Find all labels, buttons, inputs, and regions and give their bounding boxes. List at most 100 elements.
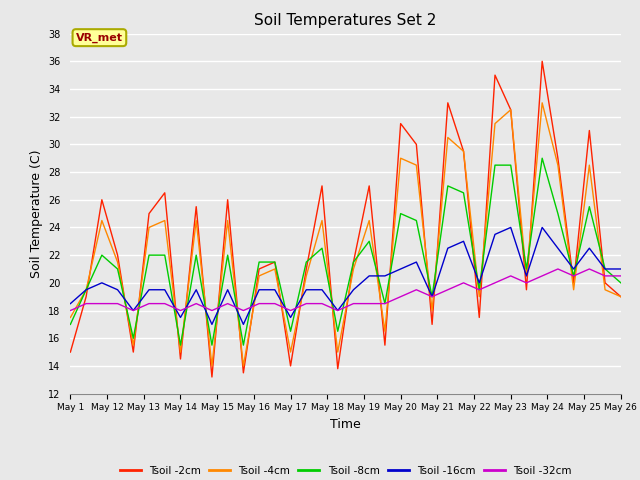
Tsoil -2cm	[98, 197, 106, 203]
Tsoil -16cm	[239, 322, 247, 327]
Tsoil -16cm	[428, 294, 436, 300]
Tsoil -4cm	[428, 308, 436, 313]
Tsoil -4cm	[334, 349, 342, 355]
Tsoil -16cm	[554, 245, 562, 251]
Tsoil -2cm	[271, 259, 278, 265]
Tsoil -2cm	[523, 287, 531, 293]
Tsoil -16cm	[334, 308, 342, 313]
Tsoil -2cm	[114, 252, 122, 258]
Tsoil -8cm	[287, 328, 294, 334]
Tsoil -32cm	[554, 266, 562, 272]
Tsoil -2cm	[208, 374, 216, 380]
Tsoil -8cm	[129, 336, 137, 341]
Tsoil -8cm	[554, 211, 562, 216]
Tsoil -4cm	[570, 287, 577, 293]
Tsoil -16cm	[349, 287, 357, 293]
Tsoil -16cm	[193, 287, 200, 293]
Tsoil -8cm	[491, 162, 499, 168]
Tsoil -16cm	[129, 308, 137, 313]
Tsoil -2cm	[239, 370, 247, 376]
Tsoil -4cm	[67, 314, 74, 320]
Tsoil -32cm	[444, 287, 452, 293]
Tsoil -32cm	[523, 280, 531, 286]
Tsoil -8cm	[83, 287, 90, 293]
Tsoil -32cm	[255, 300, 263, 306]
Tsoil -16cm	[413, 259, 420, 265]
Tsoil -32cm	[239, 308, 247, 313]
Tsoil -32cm	[397, 294, 404, 300]
Tsoil -16cm	[444, 245, 452, 251]
Tsoil -2cm	[601, 280, 609, 286]
Tsoil -4cm	[460, 148, 467, 154]
Tsoil -8cm	[444, 183, 452, 189]
Tsoil -8cm	[271, 259, 278, 265]
Tsoil -8cm	[617, 280, 625, 286]
Title: Soil Temperatures Set 2: Soil Temperatures Set 2	[255, 13, 436, 28]
Tsoil -4cm	[601, 287, 609, 293]
Tsoil -8cm	[114, 266, 122, 272]
Tsoil -4cm	[287, 349, 294, 355]
Tsoil -16cm	[161, 287, 168, 293]
Tsoil -2cm	[287, 363, 294, 369]
Tsoil -8cm	[397, 211, 404, 216]
Tsoil -16cm	[224, 287, 232, 293]
Tsoil -16cm	[98, 280, 106, 286]
Tsoil -16cm	[460, 239, 467, 244]
Tsoil -4cm	[381, 328, 388, 334]
Tsoil -32cm	[193, 300, 200, 306]
Tsoil -8cm	[601, 266, 609, 272]
Tsoil -32cm	[318, 300, 326, 306]
Tsoil -4cm	[193, 217, 200, 223]
Tsoil -16cm	[601, 266, 609, 272]
Tsoil -32cm	[145, 300, 153, 306]
Tsoil -2cm	[129, 349, 137, 355]
Tsoil -32cm	[476, 287, 483, 293]
Tsoil -16cm	[114, 287, 122, 293]
Tsoil -32cm	[570, 273, 577, 279]
Tsoil -16cm	[83, 287, 90, 293]
Tsoil -32cm	[413, 287, 420, 293]
Tsoil -16cm	[365, 273, 373, 279]
Tsoil -4cm	[444, 134, 452, 140]
Tsoil -8cm	[208, 342, 216, 348]
Tsoil -32cm	[177, 308, 184, 313]
Tsoil -4cm	[239, 363, 247, 369]
Tsoil -32cm	[365, 300, 373, 306]
Tsoil -8cm	[523, 266, 531, 272]
Tsoil -2cm	[586, 128, 593, 133]
Tsoil -8cm	[318, 245, 326, 251]
Tsoil -16cm	[271, 287, 278, 293]
Tsoil -32cm	[460, 280, 467, 286]
Tsoil -32cm	[98, 300, 106, 306]
Tsoil -16cm	[177, 314, 184, 320]
Tsoil -2cm	[507, 107, 515, 113]
Tsoil -2cm	[83, 294, 90, 300]
Tsoil -2cm	[255, 266, 263, 272]
Tsoil -4cm	[554, 162, 562, 168]
Line: Tsoil -2cm: Tsoil -2cm	[70, 61, 621, 377]
Legend: Tsoil -2cm, Tsoil -4cm, Tsoil -8cm, Tsoil -16cm, Tsoil -32cm: Tsoil -2cm, Tsoil -4cm, Tsoil -8cm, Tsoi…	[116, 462, 575, 480]
Tsoil -2cm	[538, 59, 546, 64]
Tsoil -16cm	[145, 287, 153, 293]
Tsoil -16cm	[208, 322, 216, 327]
Tsoil -2cm	[617, 294, 625, 300]
Tsoil -8cm	[365, 239, 373, 244]
Tsoil -2cm	[161, 190, 168, 196]
Tsoil -16cm	[507, 225, 515, 230]
Tsoil -2cm	[193, 204, 200, 210]
Tsoil -8cm	[413, 217, 420, 223]
Tsoil -32cm	[538, 273, 546, 279]
Tsoil -8cm	[177, 342, 184, 348]
Tsoil -32cm	[271, 300, 278, 306]
Tsoil -16cm	[303, 287, 310, 293]
Tsoil -32cm	[303, 300, 310, 306]
Tsoil -16cm	[287, 314, 294, 320]
Tsoil -32cm	[617, 273, 625, 279]
Tsoil -8cm	[381, 300, 388, 306]
Tsoil -4cm	[349, 266, 357, 272]
Tsoil -4cm	[318, 217, 326, 223]
Tsoil -8cm	[428, 294, 436, 300]
Tsoil -8cm	[303, 259, 310, 265]
Tsoil -32cm	[224, 300, 232, 306]
Tsoil -8cm	[239, 342, 247, 348]
